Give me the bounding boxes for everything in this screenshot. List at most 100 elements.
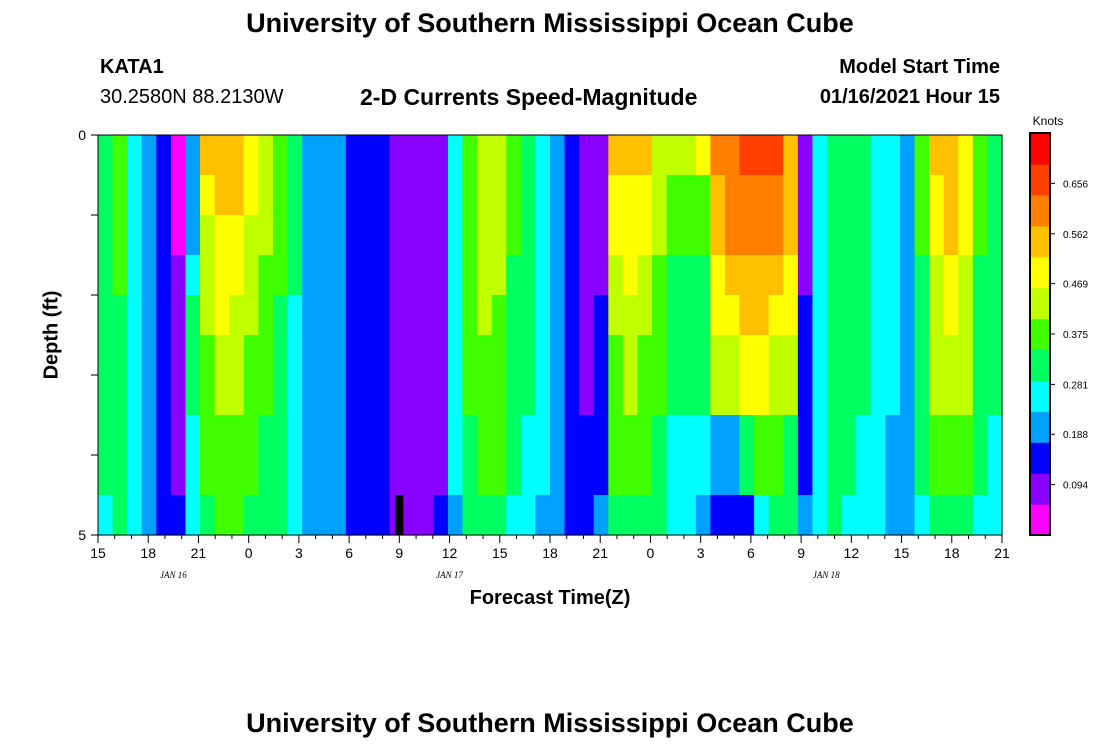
heatmap-cell (856, 455, 872, 496)
heatmap-cell (185, 135, 201, 176)
heatmap-cell (156, 415, 172, 456)
heatmap-cell (258, 295, 274, 336)
heatmap-cell (258, 495, 274, 536)
heatmap-cell (243, 415, 259, 456)
heatmap-cell (593, 375, 609, 416)
heatmap-cell (229, 455, 245, 496)
colorbar-tick-label: 0.375 (1063, 330, 1088, 341)
heatmap-cell (593, 135, 609, 176)
heatmap-cell (637, 455, 653, 496)
heatmap-cell (929, 495, 945, 536)
heatmap-cell (360, 175, 376, 216)
heatmap-cell (185, 455, 201, 496)
heatmap-cell (112, 415, 128, 456)
heatmap-cell (272, 215, 289, 256)
chart-subtitle: 2-D Currents Speed-Magnitude (360, 84, 698, 110)
heatmap-cell (768, 175, 784, 216)
heatmap-cell (899, 175, 916, 216)
heatmap-cell (127, 335, 143, 376)
heatmap-cell (127, 255, 143, 296)
heatmap-cell (666, 295, 682, 336)
heatmap-cell (885, 455, 901, 496)
heatmap-cell (185, 215, 201, 256)
heatmap-cell (958, 295, 974, 336)
heatmap-cell (929, 215, 945, 256)
heatmap-cell (841, 255, 857, 296)
heatmap-cell (243, 175, 259, 216)
heatmap-cell (899, 255, 916, 296)
heatmap-cell (622, 375, 639, 416)
heatmap-cell (695, 175, 711, 216)
heatmap-cell (462, 255, 478, 296)
heatmap-cell (170, 255, 187, 296)
heatmap-cell (258, 455, 274, 496)
heatmap-cell (739, 175, 755, 216)
heatmap-cell (929, 415, 945, 456)
heatmap-cell (360, 335, 376, 376)
heatmap-cell (783, 215, 799, 256)
heatmap-cell (550, 495, 566, 536)
heatmap-cell (156, 295, 172, 336)
heatmap-cell (302, 295, 318, 336)
heatmap-cell (987, 295, 1003, 336)
heatmap-cell (812, 215, 828, 256)
heatmap-cell (695, 495, 711, 536)
heatmap-cell (185, 375, 201, 416)
heatmap-cell (972, 415, 989, 456)
heatmap-cell (914, 375, 930, 416)
heatmap-cell (491, 255, 507, 296)
heatmap-cell (841, 495, 857, 536)
colorbar-tick-label: 0.469 (1063, 280, 1088, 291)
heatmap-cell (856, 295, 872, 336)
x-tick-label: 15 (90, 545, 106, 561)
heatmap-cell (345, 375, 362, 416)
heatmap-cell (229, 335, 245, 376)
heatmap-cell (593, 255, 609, 296)
heatmap-cell (579, 295, 595, 336)
model-start-label: Model Start Time (839, 56, 1000, 78)
heatmap-cell (287, 455, 303, 496)
heatmap-cell (943, 415, 959, 456)
heatmap-cell (302, 455, 318, 496)
colorbar: 0.094 0.188 0.281 0.375 0.469 0.562 0.656 (1029, 132, 1088, 536)
heatmap-cell (681, 295, 697, 336)
heatmap-cell (666, 415, 682, 456)
heatmap-cell (856, 415, 872, 456)
colorbar-segment (1030, 349, 1050, 381)
heatmap-cell (141, 495, 157, 536)
heatmap-cell (593, 175, 609, 216)
heatmap-cell (681, 415, 697, 456)
heatmap-cell (666, 495, 682, 536)
heatmap-cell (214, 295, 230, 336)
heatmap-cell (433, 215, 449, 256)
heatmap-cell (506, 415, 522, 456)
heatmap-cell (535, 335, 551, 376)
heatmap-cell (943, 295, 959, 336)
heatmap-cell (929, 175, 945, 216)
heatmap-cell (404, 215, 420, 256)
heatmap-cell (608, 375, 624, 416)
heatmap-cell (389, 295, 405, 336)
heatmap-cell (637, 135, 653, 176)
heatmap-cell (316, 495, 332, 536)
heatmap-cell (214, 175, 230, 216)
heatmap-cell (899, 415, 916, 456)
heatmap-cell (141, 295, 157, 336)
heatmap-cell (535, 295, 551, 336)
heatmap-cell (243, 135, 259, 176)
heatmap-cell (302, 375, 318, 416)
heatmap-cell (112, 255, 128, 296)
heatmap-cell (127, 175, 143, 216)
heatmap-cell (987, 255, 1003, 296)
heatmap-cell (229, 375, 245, 416)
heatmap-cell (433, 375, 449, 416)
colorbar-segment (1030, 133, 1050, 165)
heatmap-cell (375, 495, 391, 536)
heatmap-cell (156, 255, 172, 296)
heatmap-cell (943, 335, 959, 376)
heatmap-cell (899, 375, 916, 416)
heatmap-cell (316, 375, 332, 416)
heatmap-cell (768, 215, 784, 256)
heatmap-cell (331, 255, 347, 296)
heatmap-cell (812, 455, 828, 496)
